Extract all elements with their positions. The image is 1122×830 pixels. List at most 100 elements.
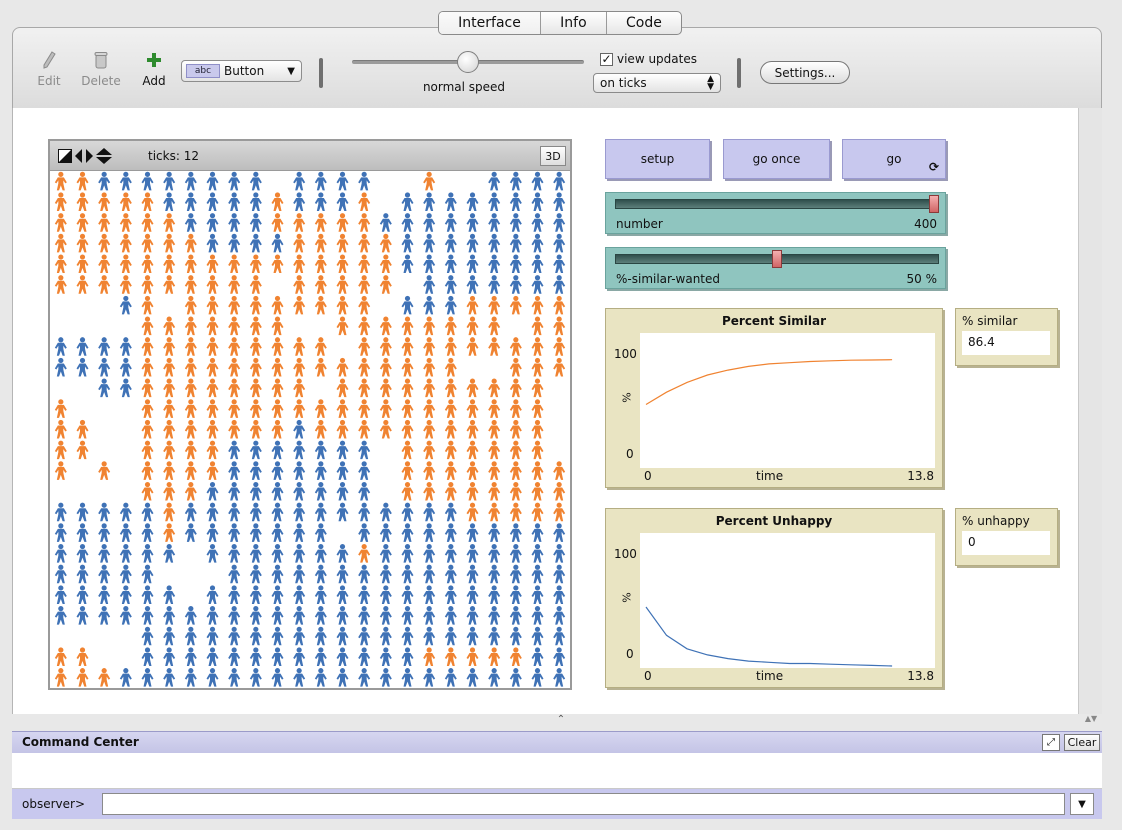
y-axis-label: % [620, 392, 634, 403]
history-dropdown-icon[interactable]: ▼ [1070, 793, 1094, 815]
person-turtle [249, 378, 262, 398]
person-turtle [293, 419, 306, 439]
person-turtle [98, 585, 111, 604]
person-turtle [293, 585, 306, 604]
delete-button[interactable]: Delete [78, 50, 124, 88]
split-pane-grip[interactable]: ⌃ [556, 714, 566, 725]
person-turtle [314, 440, 327, 460]
person-turtle [141, 543, 154, 563]
person-turtle [293, 523, 306, 542]
settings-button[interactable]: Settings... [760, 61, 850, 84]
shape-toggle-icon[interactable] [58, 149, 72, 166]
person-turtle [314, 192, 327, 212]
person-turtle [358, 378, 371, 398]
person-turtle [336, 192, 349, 212]
pencil-icon [40, 50, 58, 70]
scroll-arrows-icon[interactable]: ▲▼ [1084, 714, 1098, 723]
person-turtle [531, 337, 544, 356]
person-turtle [163, 606, 176, 625]
y-min-label: 0 [626, 447, 634, 461]
person-turtle [488, 337, 501, 356]
person-turtle [293, 275, 306, 294]
command-output-area[interactable] [12, 753, 1102, 789]
person-turtle [293, 461, 306, 480]
person-turtle [76, 419, 89, 439]
person-turtle [444, 564, 457, 584]
setup-button[interactable]: setup [605, 139, 710, 179]
similar-wanted-slider[interactable]: %-similar-wanted 50 % [605, 247, 946, 289]
person-turtle [314, 295, 327, 315]
person-turtle [509, 213, 522, 232]
person-turtle [423, 461, 436, 480]
widget-type-select[interactable]: abc Button ▼ [181, 60, 302, 82]
person-turtle [379, 564, 392, 584]
person-turtle [444, 295, 457, 315]
person-turtle [553, 564, 566, 584]
forever-icon: ⟳ [928, 160, 939, 174]
monitor-name: % similar [962, 314, 1018, 328]
person-turtle [336, 481, 349, 501]
similar-monitor: % similar 86.4 [955, 308, 1058, 366]
speed-slider-knob[interactable] [457, 51, 479, 73]
person-turtle [228, 668, 241, 687]
person-turtle [163, 378, 176, 398]
person-turtle [228, 419, 241, 439]
3d-view-button[interactable]: 3D [540, 146, 566, 166]
person-turtle [271, 357, 284, 377]
agent-prompt-label[interactable]: observer> [22, 797, 85, 811]
person-turtle [553, 337, 566, 356]
world-canvas[interactable] [50, 171, 570, 688]
go-forever-button[interactable]: go ⟳ [842, 139, 946, 179]
person-turtle [249, 502, 262, 522]
tab-info[interactable]: Info [541, 12, 607, 34]
person-turtle [206, 192, 219, 212]
person-turtle [358, 626, 371, 646]
clear-button[interactable]: Clear [1064, 734, 1100, 751]
person-turtle [358, 440, 371, 460]
person-turtle [509, 668, 522, 687]
slider-knob[interactable] [929, 195, 939, 213]
tab-code[interactable]: Code [626, 15, 662, 31]
vertical-arrows-icon[interactable] [96, 148, 112, 167]
person-turtle [401, 481, 414, 501]
person-turtle [358, 543, 371, 563]
person-turtle [423, 647, 436, 666]
person-turtle [423, 585, 436, 604]
slider-knob[interactable] [772, 250, 782, 268]
command-center-header: Command Center ⤢ Clear [12, 731, 1102, 753]
person-turtle [509, 585, 522, 604]
horizontal-arrows-icon[interactable] [75, 149, 93, 166]
slider-track[interactable] [615, 199, 939, 209]
person-turtle [249, 564, 262, 584]
vertical-scrollbar[interactable] [1078, 108, 1102, 714]
person-turtle [509, 626, 522, 646]
person-turtle [271, 192, 284, 212]
tab-interface[interactable]: Interface [439, 12, 542, 34]
edit-button[interactable]: Edit [34, 50, 64, 88]
person-turtle [249, 461, 262, 480]
person-turtle [206, 606, 219, 625]
number-slider[interactable]: number 400 [605, 192, 946, 234]
view-updates-checkbox[interactable]: ✓ view updates [600, 52, 697, 66]
person-turtle [293, 502, 306, 522]
person-turtle [336, 461, 349, 480]
person-turtle [553, 626, 566, 646]
person-turtle [54, 543, 67, 563]
person-turtle [531, 585, 544, 604]
y-axis-label: % [620, 592, 634, 603]
expand-icon[interactable]: ⤢ [1042, 734, 1060, 751]
command-input[interactable] [102, 793, 1065, 815]
go-once-button[interactable]: go once [723, 139, 830, 179]
person-turtle [293, 357, 306, 377]
chevron-down-icon: ▼ [287, 65, 295, 77]
person-turtle [119, 213, 132, 232]
person-turtle [98, 171, 111, 191]
checkmark-icon[interactable]: ✓ [600, 51, 613, 66]
person-turtle [314, 647, 327, 666]
person-turtle [358, 419, 371, 439]
person-turtle [206, 523, 219, 542]
update-mode-select[interactable]: on ticks ▲ ▼ [593, 73, 721, 93]
person-turtle [119, 543, 132, 563]
person-turtle [76, 543, 89, 563]
add-button[interactable]: Add [136, 50, 172, 88]
